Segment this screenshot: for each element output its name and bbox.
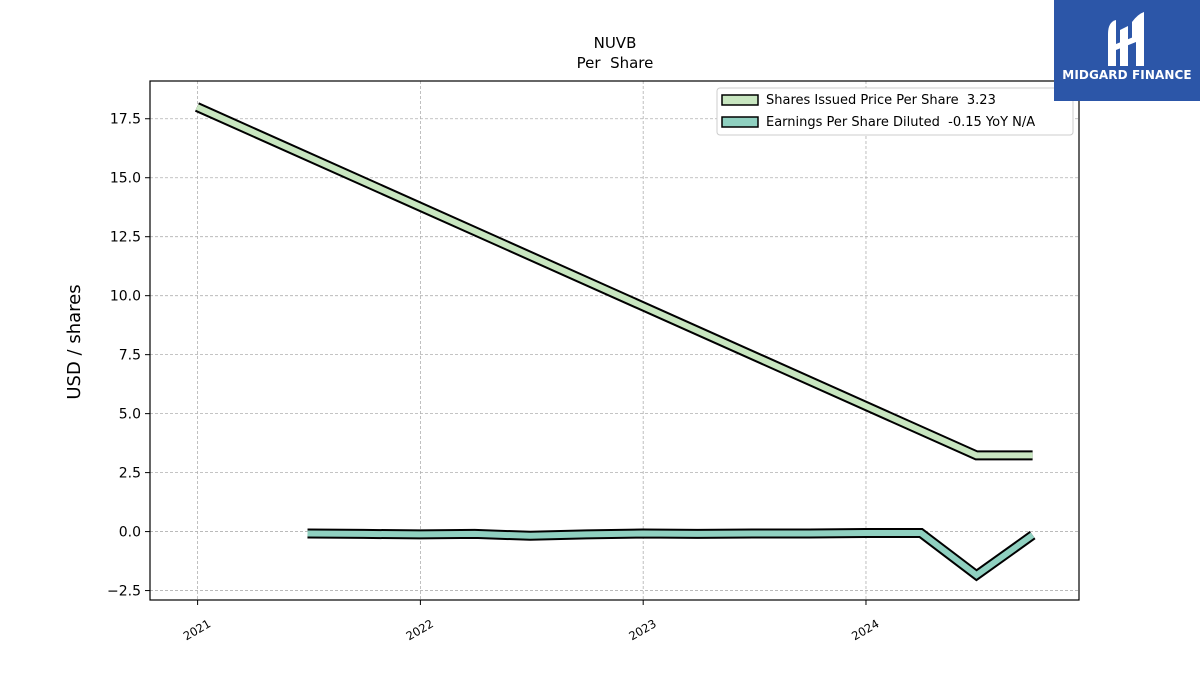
chart-title: NUVB: [594, 34, 637, 52]
y-tick-label: 10.0: [110, 289, 141, 305]
y-tick-label: 12.5: [110, 230, 141, 246]
brand-logo: MIDGARD FINANCE: [1054, 0, 1200, 101]
series-0: [194, 102, 1033, 461]
y-axis: −2.5 0.0 2.5 5.0 7.5 10.0 12.5 15.0 17.5: [107, 112, 150, 600]
series-line-outline: [307, 528, 1036, 582]
x-tick-label: 2021: [181, 616, 213, 643]
series-line: [307, 530, 1035, 579]
plot-frame: [149, 80, 1080, 601]
legend-label-0: Shares Issued Price Per Share 3.23: [766, 93, 996, 108]
legend-label-1: Earnings Per Share Diluted -0.15 YoY N/A: [766, 115, 1035, 130]
y-tick-label: 15.0: [110, 171, 141, 187]
legend-box: [716, 87, 1074, 136]
grid: [150, 81, 1079, 600]
y-tick-label: 17.5: [110, 112, 141, 128]
y-tick-label: 2.5: [119, 466, 141, 482]
y-axis-label: USD / shares: [64, 284, 85, 399]
series-line-outline: [194, 102, 1033, 461]
series-1: [307, 528, 1036, 582]
x-tick-label: 2023: [626, 616, 658, 643]
y-tick-label: −2.5: [107, 584, 141, 600]
brand-mark-icon: [1108, 12, 1144, 66]
series: [194, 102, 1036, 582]
x-tick-label: 2024: [849, 616, 881, 643]
brand-name: MIDGARD FINANCE: [1062, 68, 1192, 82]
legend-swatch-0: [721, 94, 759, 106]
y-tick-label: 5.0: [119, 407, 141, 423]
x-axis: 2021 2022 2023 2024: [181, 600, 881, 643]
x-tick-label: 2022: [404, 616, 436, 643]
y-tick-label: 7.5: [119, 348, 141, 364]
legend-swatch-1: [721, 116, 759, 128]
legend: Shares Issued Price Per Share 3.23 Earni…: [716, 87, 1074, 136]
y-tick-label: 0.0: [119, 525, 141, 541]
chart-subtitle: Per Share: [577, 54, 654, 72]
